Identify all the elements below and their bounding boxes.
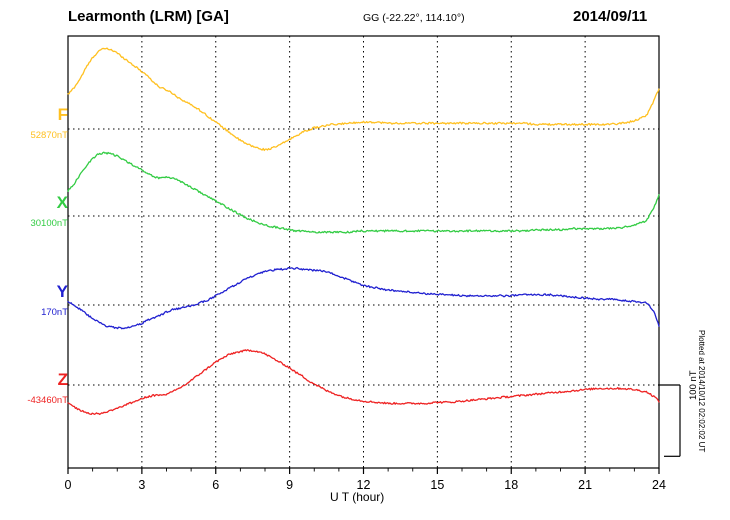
- series-baseline-x: 30100nT: [30, 218, 68, 229]
- series-label-f: F: [57, 105, 68, 124]
- scale-bar: [658, 384, 681, 457]
- series-label-x: X: [56, 193, 68, 212]
- series-line-y: [67, 266, 660, 330]
- series-line-x: [67, 151, 660, 234]
- x-tick-label: 3: [138, 478, 145, 492]
- series-baseline-z: -43460nT: [27, 395, 68, 406]
- series-baseline-y: 170nT: [41, 307, 68, 318]
- scale-bar-label: 100 nT: [688, 370, 699, 400]
- page-title: Learmonth (LRM) [GA]: [68, 8, 229, 25]
- x-tick-label: 9: [286, 478, 293, 492]
- series-line-z: [67, 349, 660, 416]
- x-tick-label: 6: [212, 478, 219, 492]
- x-axis-label: U T (hour): [330, 490, 385, 504]
- series-baseline-f: 52870nT: [30, 130, 68, 141]
- x-tick-label: 12: [357, 478, 371, 492]
- x-tick-label: 0: [65, 478, 72, 492]
- series-line-f: [67, 47, 660, 152]
- coordinates-label: GG (-22.22°, 114.10°): [363, 12, 465, 24]
- x-tick-label: 15: [430, 478, 444, 492]
- series-label-z: Z: [57, 370, 68, 389]
- x-tick-label: 18: [504, 478, 518, 492]
- series-label-y: Y: [56, 282, 68, 301]
- x-tick-label: 21: [578, 478, 592, 492]
- x-tick-label: 24: [652, 478, 666, 492]
- date-label: 2014/09/11: [573, 8, 648, 25]
